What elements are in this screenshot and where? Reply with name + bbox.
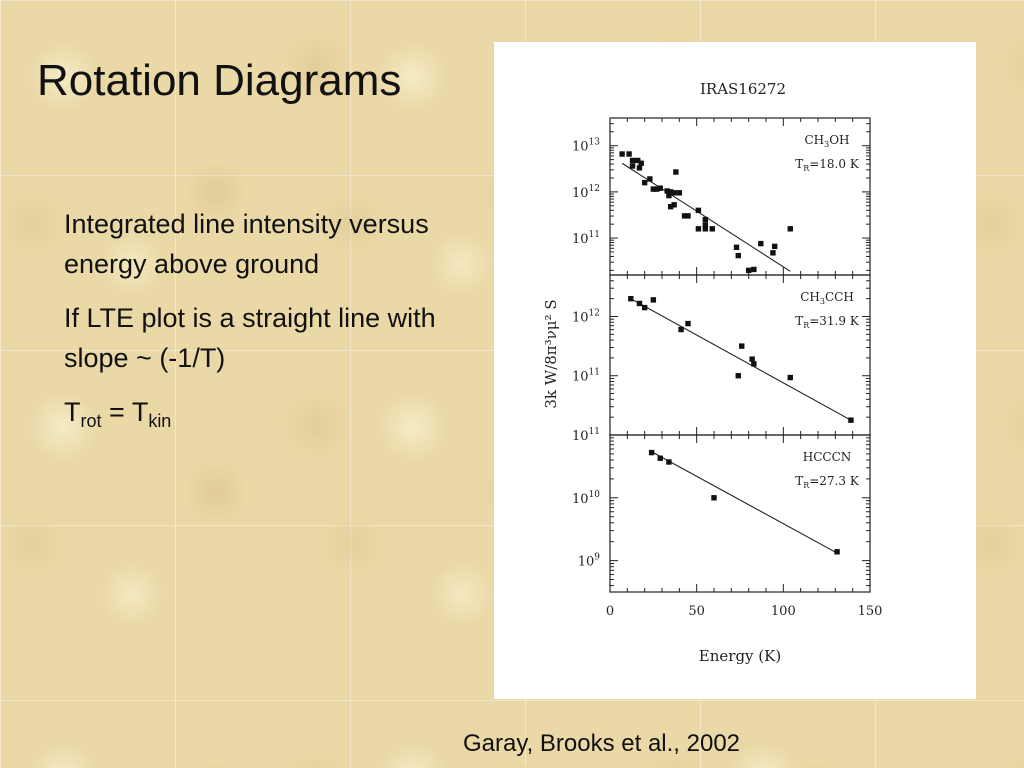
rotation-temperature-label: TR=27.3 K [795, 474, 860, 490]
panel-frame [609, 434, 871, 593]
data-point [628, 296, 634, 302]
data-point [758, 240, 764, 247]
x-tick-label: 50 [688, 604, 705, 619]
x-axis-label: Energy (K) [699, 647, 781, 665]
bullet-intensity: Integrated line intensity versus energy … [64, 209, 429, 279]
data-point [749, 356, 755, 362]
figure-title: IRAS16272 [700, 80, 786, 98]
data-point [771, 243, 778, 250]
data-point [638, 160, 644, 166]
rotation-diagram-chart: IRAS16272 1011 1012 1013 CH3OH TR=18.0 K 1011 1… [542, 80, 883, 665]
data-point [629, 157, 636, 164]
data-point [667, 189, 674, 195]
data-point [702, 226, 709, 232]
bullet-list: Integrated line intensity versus energy … [64, 205, 484, 448]
data-point [685, 213, 691, 219]
y-tick-label: 1012 [572, 308, 600, 325]
data-point [664, 188, 670, 194]
data-point [735, 252, 741, 259]
rotation-temperature-label: TR=31.9 K [795, 314, 860, 330]
y-tick-label: 1010 [572, 490, 600, 507]
data-point [695, 226, 702, 232]
bullet-temperature-equation: Trot = Tkin [64, 393, 484, 435]
data-point [641, 179, 648, 186]
data-point [751, 361, 757, 367]
x-tick-label: 100 [771, 604, 796, 619]
rotation-diagram-figure: IRAS16272 1011 1012 1013 CH3OH TR=18.0 K 1011 1… [494, 42, 976, 699]
data-point [678, 326, 684, 333]
data-point [702, 222, 709, 228]
molecule-label: CH3CCH [800, 290, 854, 306]
data-point [733, 244, 740, 250]
t-rot-symbol: T [64, 396, 81, 427]
data-point [685, 320, 691, 327]
data-point [745, 267, 752, 274]
data-point [666, 459, 672, 465]
rotation-temperature-label: TR=18.0 K [795, 157, 860, 173]
slide-title: Rotation Diagrams [37, 56, 402, 105]
molecule-label: HCCCN [803, 450, 852, 464]
y-tick-label: 1013 [572, 138, 600, 155]
t-kin-subscript: kin [148, 410, 172, 431]
data-point [751, 266, 757, 273]
data-point [626, 151, 632, 157]
data-point [770, 250, 776, 256]
data-point [695, 207, 702, 214]
equals-sign: = [101, 396, 132, 427]
data-point [657, 185, 663, 191]
data-point [648, 449, 655, 456]
data-point [629, 163, 636, 169]
data-point [711, 495, 717, 501]
data-point [709, 226, 715, 232]
data-point [787, 374, 793, 381]
molecule-label: CH3OH [804, 133, 849, 149]
data-point [787, 226, 793, 232]
data-point [676, 190, 683, 196]
t-kin-symbol: T [131, 396, 149, 427]
data-point [671, 202, 677, 208]
x-tick-label: 0 [606, 604, 614, 619]
data-point [673, 169, 679, 175]
data-point [735, 373, 741, 379]
data-point [666, 192, 672, 199]
x-tick-label: 150 [858, 604, 883, 619]
y-axis-label: 3k W/8π³νμ² S [542, 299, 560, 408]
data-point [619, 151, 625, 157]
fit-line [653, 452, 838, 554]
y-tick-label: 1011 [572, 427, 600, 444]
data-point [667, 203, 674, 210]
bullet-lte: If LTE plot is a straight line with slop… [64, 302, 436, 373]
y-tick-label: 1011 [572, 368, 600, 385]
y-tick-label: 1011 [572, 230, 600, 247]
data-point [848, 417, 854, 423]
data-point [834, 549, 840, 555]
data-point [650, 297, 657, 303]
data-point [671, 190, 677, 196]
fit-line [630, 298, 852, 421]
y-tick-label: 109 [578, 553, 601, 570]
data-point [681, 213, 688, 219]
data-point [702, 216, 709, 223]
data-point [635, 157, 641, 164]
data-point [657, 455, 663, 461]
data-point [636, 165, 643, 171]
data-point [654, 186, 660, 192]
data-point [650, 186, 657, 192]
t-rot-subscript: rot [80, 410, 102, 431]
data-point [636, 300, 643, 307]
y-tick-label: 1012 [572, 184, 600, 201]
data-point [647, 176, 653, 182]
data-point [739, 343, 745, 349]
citation: Garay, Brooks et al., 2002 [463, 730, 741, 757]
data-point [641, 304, 648, 311]
